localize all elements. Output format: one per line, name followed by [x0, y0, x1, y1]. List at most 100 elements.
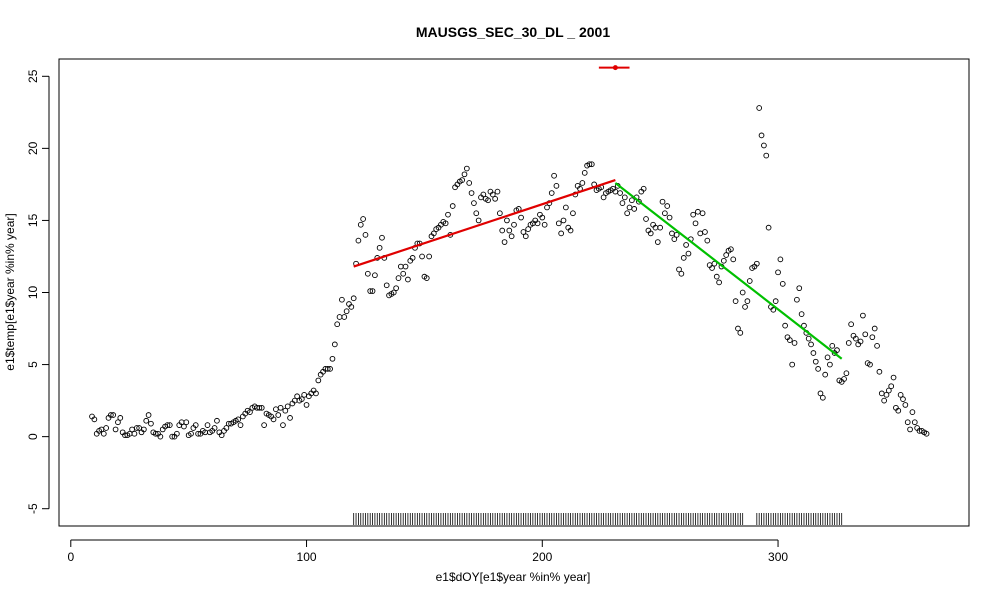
data-point	[902, 402, 909, 408]
data-point	[770, 306, 777, 313]
data-point	[409, 255, 416, 261]
data-point	[801, 322, 807, 329]
data-point	[508, 233, 515, 240]
data-point	[223, 425, 230, 431]
axes: 0 100 200 300 -5 0 5 10 15 20 25	[26, 69, 788, 564]
data-point	[739, 289, 746, 296]
data-point	[678, 270, 685, 277]
data-point	[852, 335, 859, 342]
data-point	[699, 210, 706, 217]
data-point	[485, 197, 491, 204]
data-point	[141, 426, 147, 433]
data-point	[195, 430, 201, 437]
data-point	[258, 404, 265, 411]
data-point	[643, 216, 649, 222]
y-axis-label: e1$temp[e1$year %in% year]	[3, 213, 17, 370]
data-point	[100, 430, 107, 437]
data-point	[579, 180, 586, 186]
data-point	[685, 250, 692, 257]
data-point	[600, 194, 607, 201]
data-point	[364, 270, 371, 277]
data-point	[341, 314, 348, 320]
x-tick-label: 200	[532, 550, 552, 564]
data-point	[313, 390, 319, 397]
data-point	[878, 390, 885, 397]
data-point	[697, 230, 704, 237]
data-point	[103, 425, 110, 431]
data-point	[911, 419, 918, 426]
data-point	[829, 342, 836, 349]
data-point	[624, 210, 631, 217]
data-point	[280, 422, 286, 428]
data-point	[423, 275, 430, 281]
data-point	[888, 383, 895, 390]
data-point	[117, 415, 124, 421]
data-point	[270, 416, 277, 423]
data-point	[659, 198, 666, 205]
data-point	[824, 354, 831, 361]
data-point	[558, 230, 565, 237]
data-point	[789, 361, 796, 368]
data-point	[551, 172, 557, 179]
data-point	[525, 226, 531, 232]
x-tick-label: 0	[67, 550, 74, 564]
data-point	[471, 200, 477, 206]
data-point	[890, 374, 897, 381]
data-point	[357, 221, 364, 228]
data-point	[402, 263, 409, 270]
data-point	[617, 190, 623, 196]
data-point	[520, 229, 527, 235]
y-tick-label: 25	[26, 69, 40, 83]
data-point	[666, 214, 673, 221]
data-points	[89, 105, 930, 440]
data-point	[235, 416, 242, 423]
data-point	[329, 355, 336, 362]
data-point	[442, 220, 449, 227]
data-point	[581, 170, 588, 176]
data-point	[287, 415, 293, 421]
data-point	[683, 242, 689, 248]
data-point	[728, 246, 734, 253]
data-point	[544, 204, 550, 211]
data-point	[473, 210, 480, 217]
data-point	[794, 296, 800, 303]
data-point	[166, 422, 173, 428]
data-point	[692, 220, 699, 227]
data-point	[857, 338, 864, 345]
data-point	[324, 366, 331, 372]
data-point	[662, 210, 668, 217]
data-point	[108, 412, 114, 418]
data-point	[466, 180, 473, 186]
data-point	[758, 132, 765, 139]
data-point	[867, 361, 873, 368]
data-point	[871, 325, 878, 332]
data-point	[301, 391, 308, 398]
data-point	[115, 419, 121, 426]
data-point	[702, 229, 708, 235]
data-point	[131, 430, 138, 437]
data-point	[720, 257, 727, 264]
x-tick-label: 300	[768, 550, 788, 564]
data-point	[588, 161, 595, 168]
data-point	[713, 273, 720, 280]
data-point	[112, 426, 119, 433]
data-point	[664, 203, 671, 209]
data-point	[133, 425, 140, 431]
data-point	[494, 188, 501, 195]
data-point	[737, 330, 744, 336]
data-point	[360, 216, 366, 222]
data-point	[336, 314, 343, 320]
data-point	[895, 407, 902, 414]
data-point	[621, 194, 628, 201]
trend-line	[614, 182, 843, 360]
data-point	[188, 430, 194, 437]
data-point	[563, 204, 569, 211]
data-point	[501, 239, 508, 245]
data-point	[395, 275, 402, 281]
data-point	[744, 298, 751, 304]
data-point	[735, 325, 741, 332]
data-point	[204, 422, 211, 428]
data-point	[626, 204, 633, 211]
data-point	[746, 278, 753, 284]
